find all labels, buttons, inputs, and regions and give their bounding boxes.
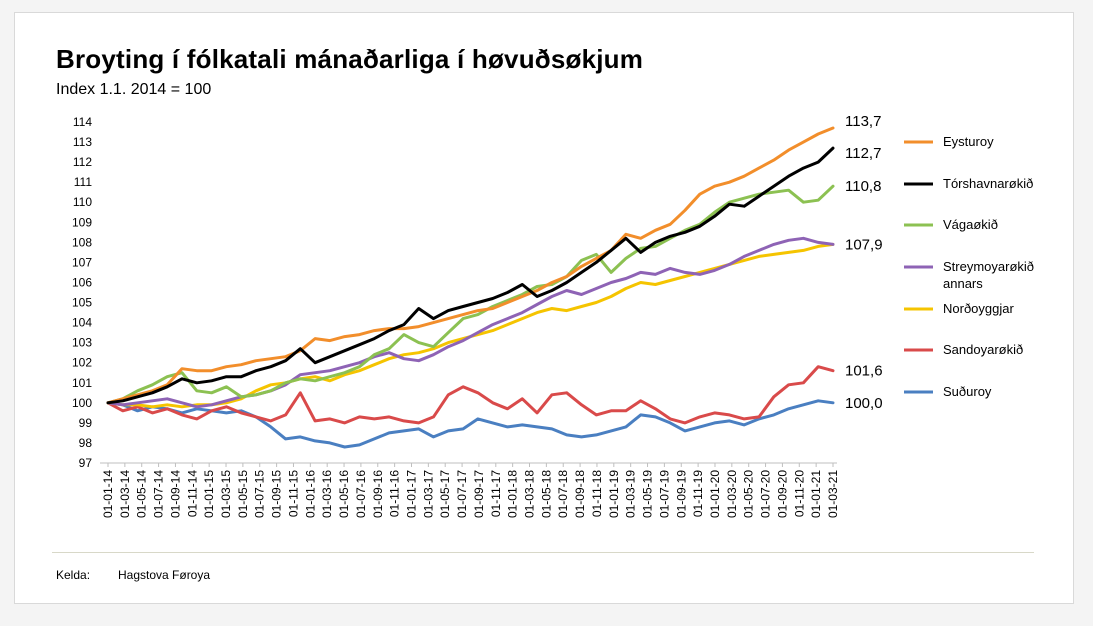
- x-tick-label: 01-01-15: [202, 470, 216, 518]
- x-tick-label: 01-11-19: [691, 470, 705, 517]
- x-tick-label: 01-11-16: [388, 470, 402, 517]
- y-tick-label: 108: [72, 235, 92, 249]
- legend: Eysturoy Tórshavnarøkið Vágaøkið Streymoyar…: [904, 134, 1034, 399]
- x-tick-label: 01-05-18: [539, 470, 553, 518]
- end-labels: 113,7 112,7 110,8 107,9 101,6 100,0: [845, 113, 883, 412]
- end-label: 100,0: [845, 395, 883, 412]
- x-tick-label: 01-07-18: [556, 470, 570, 518]
- end-label: 110,8: [845, 178, 881, 195]
- x-tick-label: 01-05-19: [641, 470, 655, 518]
- x-tick-label: 01-05-14: [135, 470, 149, 518]
- chart-title: Broyting í fólkatali mánaðarliga í høvuð…: [56, 44, 644, 74]
- series-line-sandoyarøkið: [106, 365, 835, 425]
- x-tick-label: 01-07-16: [354, 470, 368, 518]
- x-tick-label: 01-01-19: [607, 470, 621, 518]
- x-tick-label: 01-03-20: [725, 470, 739, 518]
- source-divider: [52, 552, 1034, 553]
- x-tick-label: 01-05-17: [438, 470, 452, 518]
- x-tick-label: 01-09-16: [371, 470, 385, 518]
- x-tick-label: 01-11-14: [185, 470, 199, 517]
- x-tick-label: 01-09-15: [270, 470, 284, 518]
- x-tick-label: 01-07-17: [455, 470, 469, 518]
- x-tick-label: 01-03-17: [421, 470, 435, 518]
- y-tick-label: 97: [79, 456, 93, 470]
- y-tick-label: 113: [73, 135, 92, 149]
- x-tick-label: 01-05-15: [236, 470, 250, 518]
- y-tick-label: 111: [74, 175, 93, 189]
- x-tick-label: 01-09-14: [168, 470, 182, 518]
- x-tick-label: 01-03-19: [624, 470, 638, 518]
- series-lines: [106, 126, 835, 449]
- end-label: 107,9: [845, 236, 883, 253]
- x-tick-label: 01-05-20: [742, 470, 756, 518]
- x-tick-label: 01-01-14: [101, 470, 115, 518]
- y-tick-label: 101: [72, 376, 92, 390]
- x-tick-label: 01-09-19: [674, 470, 688, 518]
- legend-label: Tórshavnarøkið: [943, 176, 1033, 191]
- x-tick-label: 01-03-21: [826, 470, 840, 518]
- y-tick-label: 105: [72, 296, 92, 310]
- x-tick-label: 01-01-21: [809, 470, 823, 518]
- x-tick-label: 01-11-18: [590, 470, 604, 517]
- x-tick-label: 01-09-18: [573, 470, 587, 518]
- source-label: Kelda:: [56, 568, 91, 582]
- end-label: 101,6: [845, 363, 883, 380]
- series-line-streymoyarøkið-annars: [106, 236, 835, 409]
- y-tick-label: 109: [72, 215, 92, 229]
- y-tick-label: 107: [72, 255, 92, 269]
- x-tick-label: 01-01-20: [708, 470, 722, 518]
- x-tick-label: 01-07-15: [253, 470, 267, 518]
- legend-label: Eysturoy: [943, 134, 994, 149]
- axes: 97 98 99 100 101 102 103 104 105 106 107 108 109 110 1…: [72, 115, 840, 518]
- end-label: 113,7: [845, 113, 881, 130]
- x-tick-label: 01-11-17: [489, 470, 503, 517]
- legend-label: Sandoyarøkið: [943, 342, 1023, 357]
- x-tick-label: 01-09-20: [775, 470, 789, 518]
- legend-label: Suðuroy: [943, 384, 992, 399]
- x-tick-label: 01-03-15: [219, 470, 233, 518]
- legend-label: Norðoyggjar: [943, 301, 1014, 316]
- y-tick-label: 99: [79, 416, 93, 430]
- x-tick-label: 01-09-17: [472, 470, 486, 518]
- x-tick-label: 01-03-14: [118, 470, 132, 518]
- series-line-vágaøkið: [106, 184, 835, 405]
- series-line-eysturoy: [106, 126, 835, 405]
- y-tick-label: 114: [73, 115, 92, 129]
- source-value: Hagstova Føroya: [118, 568, 211, 582]
- series-line-tórshavnarøkið: [106, 146, 835, 405]
- y-tick-label: 104: [72, 316, 92, 330]
- end-label: 112,7: [845, 145, 881, 162]
- x-tick-label: 01-07-14: [152, 470, 166, 518]
- y-tick-label: 112: [73, 155, 92, 169]
- y-tick-label: 102: [72, 356, 92, 370]
- x-tick-label: 01-03-16: [320, 470, 334, 518]
- y-tick-label: 100: [72, 396, 92, 410]
- series-line-suðuroy: [106, 399, 835, 449]
- x-tick-label: 01-07-20: [759, 470, 773, 518]
- y-tick-label: 98: [79, 436, 93, 450]
- chart-subtitle: Index 1.1. 2014 = 100: [56, 81, 212, 98]
- series-line-norðoyggjar: [106, 242, 835, 409]
- x-tick-label: 01-01-18: [506, 470, 520, 518]
- x-tick-label: 01-05-16: [337, 470, 351, 518]
- x-tick-label: 01-07-19: [657, 470, 671, 518]
- x-tick-label: 01-11-20: [792, 470, 806, 517]
- legend-label: Streymoyarøkið annars: [943, 259, 1034, 291]
- y-tick-label: 103: [72, 336, 92, 350]
- legend-label: Vágaøkið: [943, 217, 998, 232]
- y-tick-label: 106: [72, 275, 92, 289]
- y-tick-label: 110: [73, 195, 92, 209]
- x-tick-label: 01-03-18: [523, 470, 537, 518]
- x-tick-label: 01-11-15: [286, 470, 300, 517]
- chart-card: [14, 12, 1074, 604]
- x-tick-label: 01-01-17: [404, 470, 418, 518]
- x-tick-label: 01-01-16: [303, 470, 317, 518]
